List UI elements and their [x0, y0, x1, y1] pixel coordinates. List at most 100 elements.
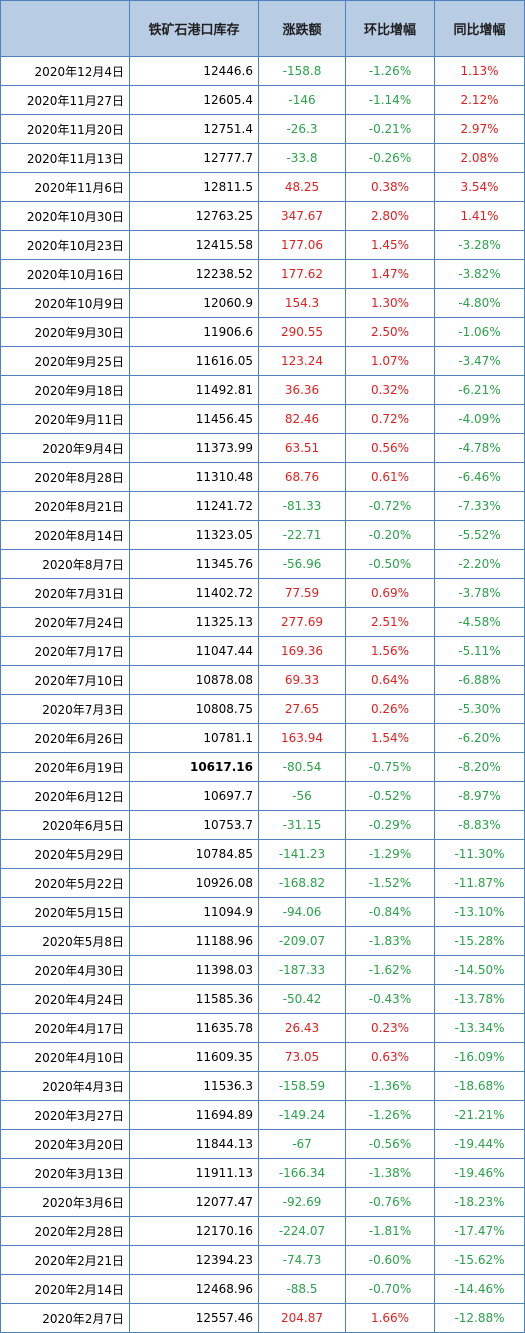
yoy-cell: -12.88%	[434, 1303, 525, 1333]
yoy-cell: -13.34%	[434, 1013, 525, 1043]
wow-cell: -1.36%	[345, 1071, 435, 1101]
wow-cell: -1.52%	[345, 868, 435, 898]
inventory-cell: 10808.75	[129, 694, 259, 724]
change-cell: 77.59	[258, 578, 346, 608]
header-date	[0, 0, 130, 57]
yoy-cell: -16.09%	[434, 1042, 525, 1072]
inventory-cell: 10697.7	[129, 781, 259, 811]
yoy-cell: -19.46%	[434, 1158, 525, 1188]
date-cell: 2020年12月4日	[0, 56, 130, 86]
wow-cell: -0.20%	[345, 520, 435, 550]
table-row: 2020年3月6日 12077.47 -92.69 -0.76% -18.23%	[0, 1187, 525, 1217]
table-row: 2020年11月27日 12605.4 -146 -1.14% 2.12%	[0, 85, 525, 115]
table-row: 2020年3月27日 11694.89 -149.24 -1.26% -21.21%	[0, 1100, 525, 1130]
inventory-cell: 12415.58	[129, 230, 259, 260]
change-cell: 277.69	[258, 607, 346, 637]
date-cell: 2020年7月17日	[0, 636, 130, 666]
yoy-cell: -5.30%	[434, 694, 525, 724]
date-cell: 2020年7月3日	[0, 694, 130, 724]
change-cell: 204.87	[258, 1303, 346, 1333]
change-cell: -56.96	[258, 549, 346, 579]
table-row: 2020年6月26日 10781.1 163.94 1.54% -6.20%	[0, 723, 525, 753]
inventory-cell: 12394.23	[129, 1245, 259, 1275]
change-cell: -146	[258, 85, 346, 115]
yoy-cell: -8.20%	[434, 752, 525, 782]
change-cell: -209.07	[258, 926, 346, 956]
inventory-cell: 12811.5	[129, 172, 259, 202]
header-change: 涨跌额	[258, 0, 346, 57]
date-cell: 2020年8月7日	[0, 549, 130, 579]
table-row: 2020年4月10日 11609.35 73.05 0.63% -16.09%	[0, 1042, 525, 1072]
table-row: 2020年7月17日 11047.44 169.36 1.56% -5.11%	[0, 636, 525, 666]
date-cell: 2020年4月10日	[0, 1042, 130, 1072]
inventory-cell: 10878.08	[129, 665, 259, 695]
change-cell: 26.43	[258, 1013, 346, 1043]
date-cell: 2020年6月26日	[0, 723, 130, 753]
wow-cell: 2.80%	[345, 201, 435, 231]
change-cell: -187.33	[258, 955, 346, 985]
header-inventory: 铁矿石港口库存	[129, 0, 259, 57]
table-row: 2020年6月12日 10697.7 -56 -0.52% -8.97%	[0, 781, 525, 811]
table-row: 2020年7月10日 10878.08 69.33 0.64% -6.88%	[0, 665, 525, 695]
change-cell: -149.24	[258, 1100, 346, 1130]
table-row: 2020年8月14日 11323.05 -22.71 -0.20% -5.52%	[0, 520, 525, 550]
table-row: 2020年9月4日 11373.99 63.51 0.56% -4.78%	[0, 433, 525, 463]
change-cell: -81.33	[258, 491, 346, 521]
wow-cell: -1.83%	[345, 926, 435, 956]
date-cell: 2020年7月10日	[0, 665, 130, 695]
change-cell: -67	[258, 1129, 346, 1159]
change-cell: -94.06	[258, 897, 346, 927]
yoy-cell: -2.20%	[434, 549, 525, 579]
table-row: 2020年7月3日 10808.75 27.65 0.26% -5.30%	[0, 694, 525, 724]
inventory-cell: 11492.81	[129, 375, 259, 405]
yoy-cell: -5.52%	[434, 520, 525, 550]
date-cell: 2020年9月30日	[0, 317, 130, 347]
date-cell: 2020年4月17日	[0, 1013, 130, 1043]
inventory-cell: 11844.13	[129, 1129, 259, 1159]
wow-cell: 1.07%	[345, 346, 435, 376]
wow-cell: -0.76%	[345, 1187, 435, 1217]
table-row: 2020年10月23日 12415.58 177.06 1.45% -3.28%	[0, 230, 525, 260]
wow-cell: 0.63%	[345, 1042, 435, 1072]
date-cell: 2020年3月6日	[0, 1187, 130, 1217]
change-cell: 48.25	[258, 172, 346, 202]
date-cell: 2020年4月30日	[0, 955, 130, 985]
yoy-cell: -19.44%	[434, 1129, 525, 1159]
yoy-cell: -18.23%	[434, 1187, 525, 1217]
wow-cell: -1.62%	[345, 955, 435, 985]
yoy-cell: -11.30%	[434, 839, 525, 869]
date-cell: 2020年11月20日	[0, 114, 130, 144]
yoy-cell: -13.78%	[434, 984, 525, 1014]
wow-cell: 0.32%	[345, 375, 435, 405]
yoy-cell: -3.78%	[434, 578, 525, 608]
wow-cell: 1.66%	[345, 1303, 435, 1333]
change-cell: 154.3	[258, 288, 346, 318]
yoy-cell: -6.20%	[434, 723, 525, 753]
change-cell: 36.36	[258, 375, 346, 405]
date-cell: 2020年9月11日	[0, 404, 130, 434]
yoy-cell: 2.97%	[434, 114, 525, 144]
yoy-cell: -4.78%	[434, 433, 525, 463]
inventory-cell: 12446.6	[129, 56, 259, 86]
change-cell: 73.05	[258, 1042, 346, 1072]
table-row: 2020年9月25日 11616.05 123.24 1.07% -3.47%	[0, 346, 525, 376]
wow-cell: -1.14%	[345, 85, 435, 115]
inventory-cell: 11906.6	[129, 317, 259, 347]
wow-cell: -0.56%	[345, 1129, 435, 1159]
inventory-cell: 11345.76	[129, 549, 259, 579]
yoy-cell: -8.83%	[434, 810, 525, 840]
date-cell: 2020年9月25日	[0, 346, 130, 376]
change-cell: -158.59	[258, 1071, 346, 1101]
wow-cell: -0.26%	[345, 143, 435, 173]
wow-cell: 0.38%	[345, 172, 435, 202]
change-cell: -88.5	[258, 1274, 346, 1304]
change-cell: -168.82	[258, 868, 346, 898]
table-row: 2020年11月20日 12751.4 -26.3 -0.21% 2.97%	[0, 114, 525, 144]
date-cell: 2020年2月14日	[0, 1274, 130, 1304]
date-cell: 2020年10月16日	[0, 259, 130, 289]
wow-cell: -0.72%	[345, 491, 435, 521]
change-cell: -56	[258, 781, 346, 811]
date-cell: 2020年8月14日	[0, 520, 130, 550]
wow-cell: -0.84%	[345, 897, 435, 927]
